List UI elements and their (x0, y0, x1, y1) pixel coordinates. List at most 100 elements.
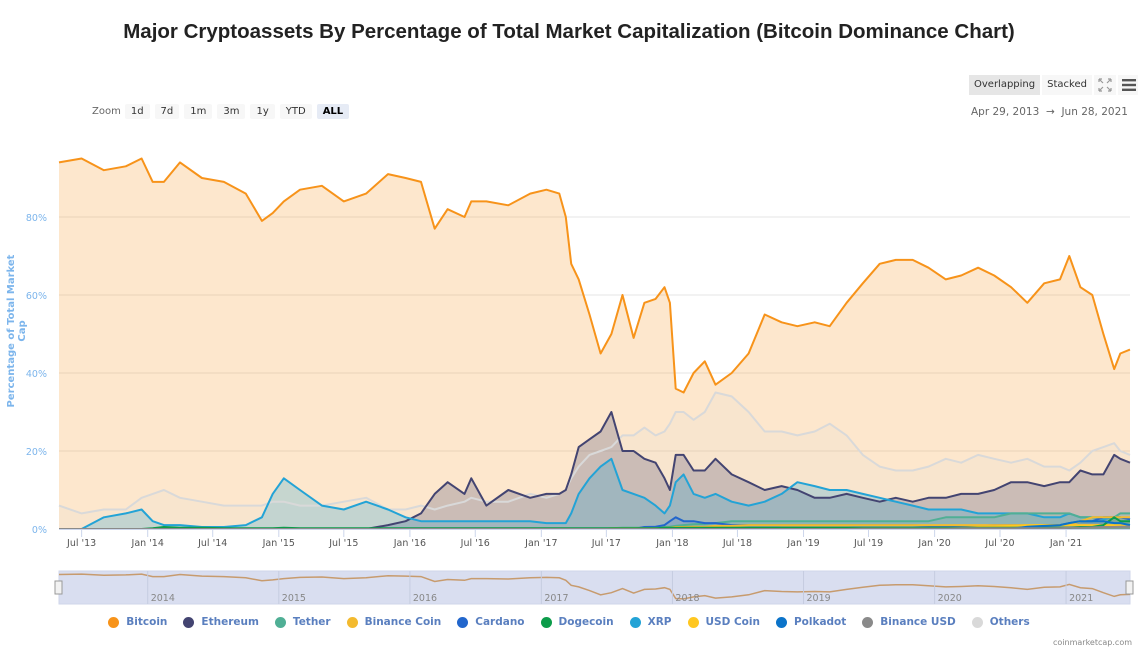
credit-link[interactable]: coinmarketcap.com (1053, 638, 1132, 647)
legend-marker-icon (775, 616, 787, 628)
legend-item-usd-coin[interactable]: USD Coin (687, 616, 760, 628)
x-tick-label: Jul '13 (66, 538, 96, 549)
zoom-1d-button[interactable]: 1d (124, 104, 150, 119)
legend-label: Bitcoin (126, 616, 168, 628)
legend-marker-icon (183, 616, 195, 628)
line-others (58, 391, 1131, 515)
legend-label: Binance USD (880, 616, 956, 628)
legend-marker-icon (346, 616, 358, 628)
navigator-year-label: 2018 (675, 593, 699, 604)
zoom-3m-button[interactable]: 3m (217, 104, 246, 119)
legend-item-dogecoin[interactable]: Dogecoin (540, 616, 614, 628)
navigator-handle-left[interactable] (54, 580, 63, 595)
legend-item-cardano[interactable]: Cardano (457, 616, 525, 628)
x-tick-label: Jul '20 (984, 538, 1014, 549)
range-arrow: → (1045, 106, 1055, 118)
hamburger-menu-icon (1121, 79, 1136, 91)
zoom-label: Zoom (92, 106, 121, 117)
navigator-year-label: 2016 (413, 593, 437, 604)
x-tick-label: Jul '15 (328, 538, 358, 549)
legend-label: Polkadot (793, 616, 847, 628)
x-tick-label: Jan '21 (1049, 538, 1082, 549)
overlapping-button[interactable]: Overlapping (969, 75, 1041, 95)
y-tick-label: 80% (26, 213, 47, 224)
date-range: Apr 29, 2013 → Jun 28, 2021 (971, 106, 1128, 118)
legend-item-tether[interactable]: Tether (274, 616, 331, 628)
x-tick-label: Jul '14 (197, 538, 227, 549)
zoom-ytd-button[interactable]: YTD (279, 104, 312, 119)
x-tick-label: Jul '17 (591, 538, 621, 549)
navigator-year-label: 2020 (938, 593, 962, 604)
y-tick-label: 60% (26, 291, 47, 302)
navigator: 2014 2015 2016 2017 2018 2019 2020 2021 (54, 570, 1134, 605)
navigator-year-label: 2021 (1069, 593, 1093, 604)
area-bitcoin (59, 158, 1130, 529)
legend-item-xrp[interactable]: XRP (629, 616, 672, 628)
legend-item-binance-usd[interactable]: Binance USD (862, 616, 956, 628)
x-tick-label: Jan '16 (393, 538, 426, 549)
date-from[interactable]: Apr 29, 2013 (971, 106, 1040, 118)
legend-label: Dogecoin (558, 616, 614, 628)
navigator-year-label: 2014 (151, 593, 175, 604)
legend-marker-icon (108, 616, 120, 628)
legend-label: Binance Coin (364, 616, 442, 628)
x-tick-label: Jul '16 (460, 538, 490, 549)
legend-item-others[interactable]: Others (971, 616, 1030, 628)
legend-item-binance-coin[interactable]: Binance Coin (346, 616, 442, 628)
legend-label: Ethereum (201, 616, 259, 628)
navigator-year-label: 2017 (544, 593, 568, 604)
x-tick-label: Jan '17 (524, 538, 557, 549)
zoom-all-button[interactable]: ALL (316, 104, 350, 119)
x-tick-label: Jul '19 (853, 538, 883, 549)
legend-item-ethereum[interactable]: Ethereum (183, 616, 259, 628)
area-others (59, 392, 1130, 529)
legend-marker-icon (457, 616, 469, 628)
grid-lines (59, 216, 1130, 452)
x-axis-ticks: Jul '13 Jan '14 Jul '14 Jan '15 Jul '15 Jan '… (66, 529, 1082, 549)
legend-label: USD Coin (705, 616, 760, 628)
dominance-chart[interactable]: 0% 20% 40% 60% 80% Jul '13 Jan '14 Jul '14 Jan … (0, 0, 1138, 612)
zoom-selector: Zoom 1d 7d 1m 3m 1y YTD ALL (92, 104, 354, 119)
legend-marker-icon (274, 616, 286, 628)
legend-label: Cardano (475, 616, 525, 628)
navigator-handle-right[interactable] (1125, 580, 1134, 595)
date-to[interactable]: Jun 28, 2021 (1061, 106, 1128, 118)
view-mode-toolbar: Overlapping Stacked (969, 75, 1138, 95)
series-areas (59, 158, 1130, 529)
zoom-7d-button[interactable]: 7d (154, 104, 180, 119)
chart-title: Major Cryptoassets By Percentage of Tota… (123, 20, 1015, 43)
x-tick-label: Jan '19 (786, 538, 819, 549)
legend-label: Others (989, 616, 1030, 628)
fullscreen-button[interactable] (1093, 75, 1116, 95)
zoom-1y-button[interactable]: 1y (250, 104, 275, 119)
legend-marker-icon (687, 616, 699, 628)
navigator-year-label: 2015 (282, 593, 306, 604)
zoom-1m-button[interactable]: 1m (184, 104, 213, 119)
x-tick-label: Jan '15 (262, 538, 295, 549)
area-ethereum (59, 412, 1130, 529)
y-tick-label: 20% (26, 447, 47, 458)
navigator-year-label: 2019 (807, 593, 831, 604)
fullscreen-icon (1098, 78, 1112, 92)
legend-marker-icon (862, 616, 874, 628)
legend-item-polkadot[interactable]: Polkadot (775, 616, 847, 628)
x-tick-label: Jan '14 (131, 538, 164, 549)
y-tick-label: 0% (32, 525, 47, 536)
legend-label: XRP (647, 616, 672, 628)
stacked-button[interactable]: Stacked (1042, 75, 1092, 95)
line-xrp (59, 457, 1131, 530)
legend-label: Tether (292, 616, 331, 628)
navigator-series (58, 573, 1131, 600)
area-xrp (59, 458, 1130, 529)
x-tick-label: Jan '18 (655, 538, 688, 549)
legend-item-bitcoin[interactable]: Bitcoin (108, 616, 167, 628)
line-bitcoin (58, 157, 1131, 394)
y-axis-ticks: 0% 20% 40% 60% 80% (26, 213, 1130, 536)
legend-marker-icon (971, 616, 983, 628)
legend-marker-icon (540, 616, 552, 628)
x-tick-label: Jul '18 (722, 538, 752, 549)
y-tick-label: 40% (26, 369, 47, 380)
legend-marker-icon (629, 616, 641, 628)
chart-menu-button[interactable] (1117, 75, 1138, 95)
legend: Bitcoin Ethereum Tether Binance Coin Cardano… (0, 616, 1138, 628)
